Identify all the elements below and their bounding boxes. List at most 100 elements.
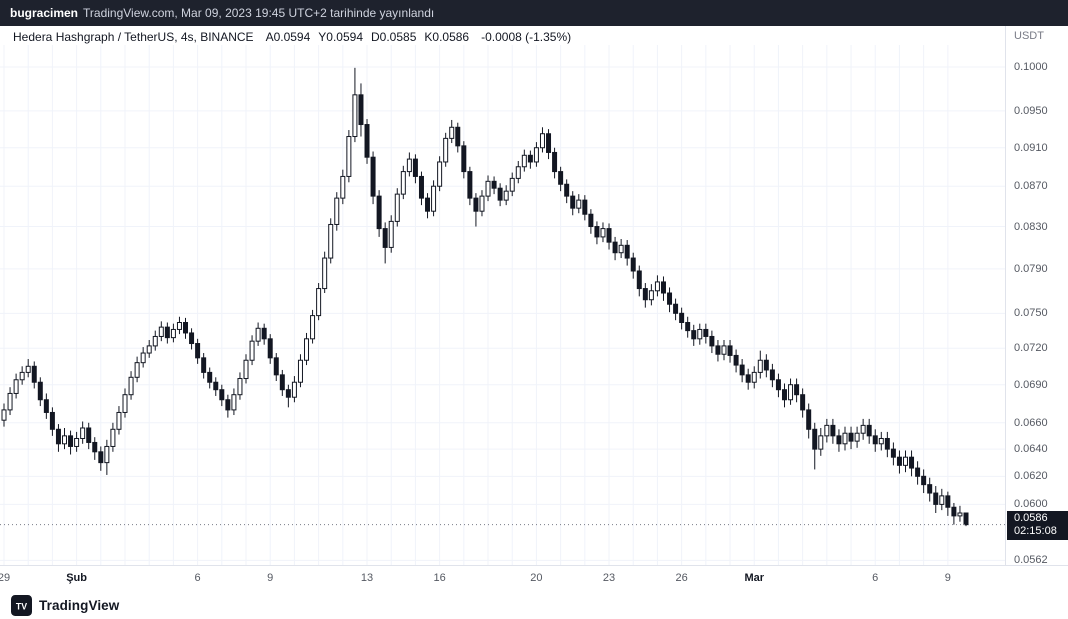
symbol-title[interactable]: Hedera Hashgraph / TetherUS, 4s, BINANCE xyxy=(13,30,254,44)
candle-body xyxy=(310,315,316,340)
publisher-username: bugracimen xyxy=(10,6,79,20)
candle-body xyxy=(624,244,630,259)
candle-body xyxy=(921,475,927,486)
time-tick-label: 9 xyxy=(944,572,951,584)
candle-body xyxy=(660,281,666,294)
candle-body xyxy=(503,190,509,201)
candle-body xyxy=(872,435,878,445)
candle-body xyxy=(98,451,104,464)
time-tick-label: Şub xyxy=(66,572,87,584)
price-change: -0.0008 (-1.35%) xyxy=(481,30,572,44)
time-tick-label: 6 xyxy=(194,572,201,584)
candle-body xyxy=(515,166,521,179)
candle-body xyxy=(745,374,751,383)
price-axis[interactable]: USDT 0.0586 02:15:08 0.1000 0.0950 0.0910 0… xyxy=(1005,26,1068,567)
candle-body xyxy=(594,226,600,238)
candle-body xyxy=(570,195,576,209)
ohlc-d: D0.0585 xyxy=(371,30,417,44)
candle-body xyxy=(848,432,854,442)
candle-body xyxy=(207,371,213,383)
candle-body xyxy=(600,228,606,238)
candle-body xyxy=(757,359,763,373)
price-tick-label: 0.0790 xyxy=(1014,262,1048,275)
candle-body xyxy=(679,312,685,323)
candle-body xyxy=(25,365,31,373)
candle-body xyxy=(412,158,418,177)
candle-body xyxy=(443,137,449,163)
candle-body xyxy=(612,241,618,254)
candle-body xyxy=(866,424,872,437)
price-tick-label: 0.0640 xyxy=(1014,443,1048,456)
ohlc-a: A0.0594 xyxy=(265,30,311,44)
candle-body xyxy=(158,326,164,337)
candle-body xyxy=(667,292,673,305)
tradingview-wordmark[interactable]: TradingView xyxy=(39,597,120,613)
candle-body xyxy=(648,290,654,301)
ohlc-k: K0.0586 xyxy=(424,30,470,44)
candle-body xyxy=(564,183,570,197)
candle-body xyxy=(606,228,612,243)
candle-body xyxy=(455,126,461,147)
candle-body xyxy=(715,345,721,355)
candle-body xyxy=(818,435,824,450)
candle-body xyxy=(951,506,957,517)
candle-body xyxy=(358,94,364,126)
candle-body xyxy=(134,362,140,378)
candle-body xyxy=(394,193,400,222)
price-tick-label: 0.0620 xyxy=(1014,470,1048,483)
candle-body xyxy=(842,432,848,445)
candle-body xyxy=(316,288,322,317)
candle-body xyxy=(781,389,787,401)
candle-body xyxy=(164,326,170,339)
candle-body xyxy=(37,381,43,401)
candle-body xyxy=(237,378,243,396)
last-price-badge[interactable]: 0.0586 02:15:08 xyxy=(1007,510,1068,540)
candle-body xyxy=(642,288,648,301)
candle-body xyxy=(243,359,249,380)
candle-body xyxy=(334,197,340,225)
last-price-value: 0.0586 xyxy=(1014,511,1048,524)
candle-body xyxy=(104,445,110,464)
candle-body xyxy=(19,371,25,381)
candle-body xyxy=(860,424,866,434)
svg-text:TV: TV xyxy=(16,601,27,611)
candle-body xyxy=(189,332,195,345)
candle-body xyxy=(576,199,582,209)
candle-body xyxy=(370,156,376,197)
candle-body xyxy=(485,180,491,197)
time-tick-label: 26 xyxy=(675,572,688,584)
candle-body xyxy=(31,365,37,383)
candle-body xyxy=(231,394,237,411)
candle-body xyxy=(739,364,745,376)
candle-body xyxy=(128,376,134,396)
currency-label: USDT xyxy=(1014,30,1044,42)
candle-body xyxy=(890,448,896,458)
candle-body xyxy=(68,435,74,447)
candle-body xyxy=(7,392,13,411)
price-tick-label: 0.0562 xyxy=(1014,554,1048,567)
tradingview-logo-icon[interactable]: TV xyxy=(11,594,32,616)
candle-body xyxy=(588,213,594,228)
candle-body xyxy=(521,154,527,168)
candle-body xyxy=(328,223,334,259)
time-tick-label: 23 xyxy=(602,572,616,584)
candle-body xyxy=(116,411,122,430)
candle-body xyxy=(685,321,691,332)
candle-body xyxy=(902,456,908,466)
candle-body xyxy=(62,435,68,445)
candle-body xyxy=(437,161,443,187)
candle-body xyxy=(673,303,679,314)
price-tick-label: 0.0870 xyxy=(1014,180,1048,193)
candle-body xyxy=(49,411,55,430)
candle-body xyxy=(636,270,642,290)
candle-body xyxy=(854,432,860,442)
candle-body xyxy=(400,171,406,195)
candle-body xyxy=(800,394,806,411)
price-chart-canvas[interactable] xyxy=(0,45,1005,565)
candle-body xyxy=(703,328,709,337)
candle-body xyxy=(86,427,92,443)
time-axis[interactable]: 29 Şub 6 9 13 16 20 23 26 Mar 6 9 xyxy=(0,565,1068,591)
ohlc-values: A0.0594 Y0.0594 D0.0585 K0.0586 xyxy=(266,30,470,44)
candle-body xyxy=(558,171,564,185)
